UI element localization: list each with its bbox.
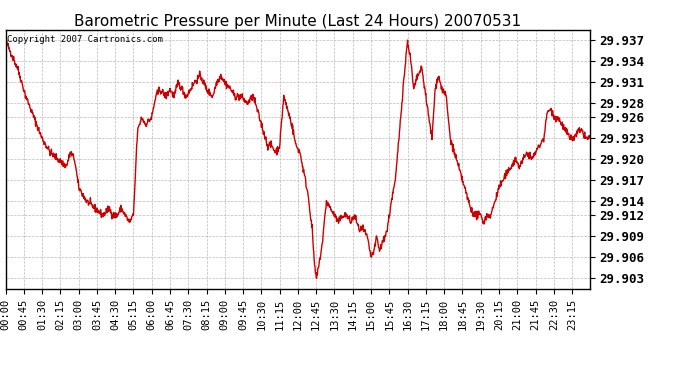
Title: Barometric Pressure per Minute (Last 24 Hours) 20070531: Barometric Pressure per Minute (Last 24 … — [74, 14, 522, 29]
Text: Copyright 2007 Cartronics.com: Copyright 2007 Cartronics.com — [7, 35, 163, 44]
